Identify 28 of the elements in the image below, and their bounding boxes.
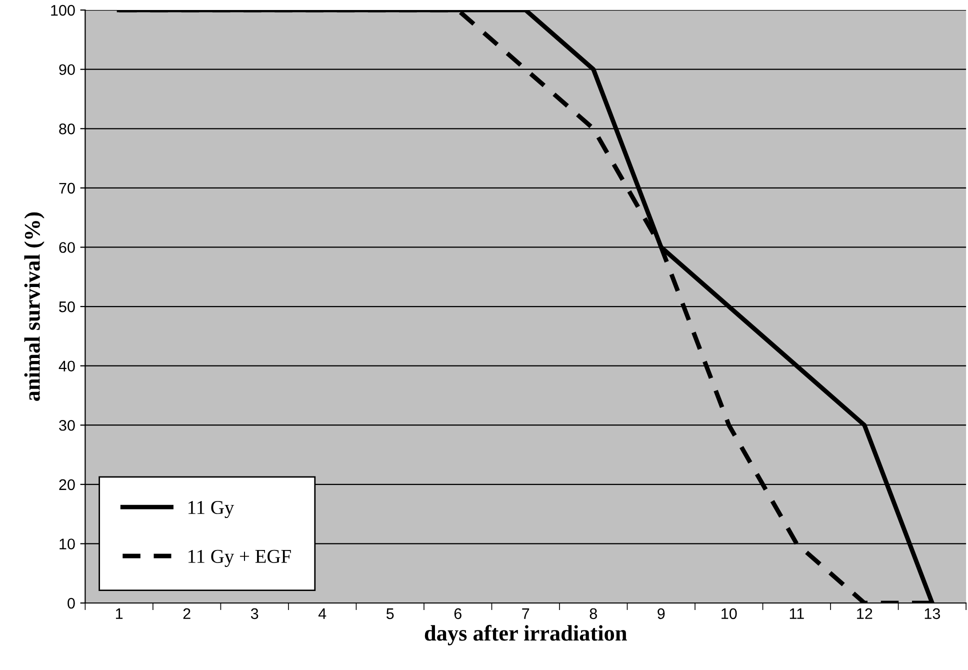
x-tick-label: 8 — [590, 608, 597, 620]
x-tick-label: 9 — [658, 608, 665, 620]
x-tick-label: 2 — [183, 608, 190, 619]
y-tick-label: 40 — [58, 360, 75, 372]
y-tick-label: 10 — [60, 538, 75, 550]
y-tick-label: 20 — [59, 479, 75, 490]
y-tick-label: 0 — [68, 598, 75, 609]
x-tick-label: 11 — [790, 608, 804, 619]
legend-label: 11 Gy — [188, 500, 234, 518]
x-tick-label: 5 — [386, 608, 394, 620]
x-tick-label: 13 — [924, 608, 940, 620]
y-tick-label: 30 — [59, 420, 75, 431]
y-tick-label: 70 — [59, 182, 75, 194]
y-tick-label: 50 — [59, 301, 75, 312]
x-tick-label: 3 — [250, 608, 258, 620]
x-tick-label: 1 — [116, 608, 123, 619]
x-tick-label: 6 — [454, 608, 462, 620]
x-tick-label: 7 — [522, 608, 530, 619]
x-tick-label: 10 — [722, 608, 737, 620]
y-tick-label: 90 — [59, 64, 75, 76]
x-tick-label: 4 — [318, 608, 326, 619]
y-tick-label: 100 — [51, 4, 75, 16]
y-tick-label: 60 — [59, 242, 75, 253]
x-tick-label: 12 — [857, 608, 872, 619]
legend-label: 11 Gy + EGF — [188, 550, 291, 567]
y-axis-title: animal survival (%) — [24, 212, 44, 401]
y-tick-label: 80 — [59, 124, 75, 134]
x-axis-title: days after irradiation — [424, 624, 627, 646]
